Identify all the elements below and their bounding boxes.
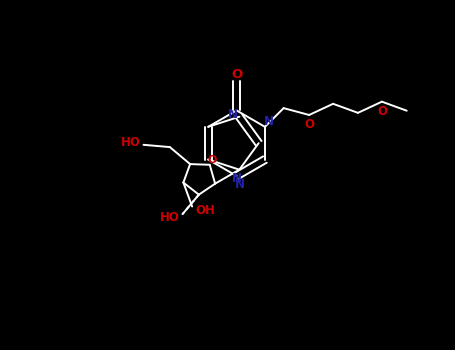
Text: O: O bbox=[207, 155, 217, 165]
Text: N: N bbox=[235, 177, 245, 191]
Text: N: N bbox=[263, 115, 273, 128]
Text: N: N bbox=[232, 172, 242, 185]
Text: O: O bbox=[231, 68, 242, 81]
Text: HO: HO bbox=[121, 136, 141, 149]
Text: O: O bbox=[377, 105, 387, 118]
Text: N: N bbox=[228, 108, 238, 121]
Text: O: O bbox=[304, 118, 314, 132]
Text: HO: HO bbox=[160, 211, 180, 224]
Text: OH: OH bbox=[195, 204, 215, 217]
